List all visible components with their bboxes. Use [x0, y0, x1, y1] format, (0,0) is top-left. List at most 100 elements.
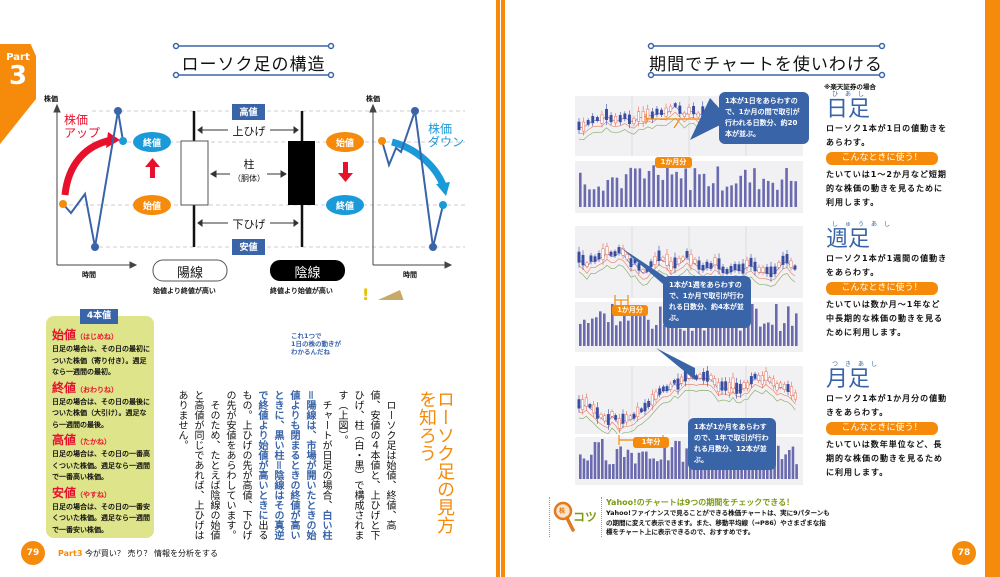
volume-bar — [659, 306, 662, 346]
volume-bar — [637, 452, 641, 479]
volume-bar — [604, 460, 608, 479]
candle — [669, 105, 673, 112]
axes — [53, 103, 453, 269]
volume-bar — [647, 319, 650, 346]
daily-section: ひあし 日足 ローソク1本が1日の値動きをあらわす。 こんなときに使う！ たいて… — [826, 91, 948, 207]
volume-bar — [643, 315, 646, 346]
volume-bar — [711, 183, 715, 207]
candle — [793, 265, 797, 270]
candle — [649, 261, 653, 268]
daily-callout: 1本が1日をあらわすので、1か月の間で取引が行われる日数分、約20本が並ぶ。 — [719, 92, 809, 144]
candle — [785, 254, 789, 264]
volume-bar — [607, 322, 610, 346]
candle — [654, 391, 658, 400]
volume-bar — [785, 167, 788, 207]
moving-average-line — [578, 264, 796, 287]
volume-bar — [591, 318, 594, 346]
down-arrow — [391, 138, 447, 187]
candle — [773, 266, 777, 275]
weekly-volume-chart — [575, 302, 803, 352]
volume-bar — [651, 328, 654, 346]
tip-badge: コツ — [573, 510, 598, 524]
volume-bar — [615, 449, 619, 479]
candle — [757, 374, 761, 381]
up-price-line — [62, 110, 124, 248]
candle — [660, 109, 663, 116]
candle — [680, 376, 684, 384]
four-values-title: 4本値 — [80, 309, 118, 324]
candle — [689, 254, 693, 266]
candle — [577, 121, 581, 131]
volume-bar — [751, 304, 754, 346]
volume-bar — [679, 328, 682, 346]
volume-bar — [611, 177, 614, 207]
volume-bar — [702, 173, 706, 207]
volume-bar — [763, 323, 766, 346]
candle — [694, 375, 698, 380]
volume-bar — [779, 330, 782, 346]
candle — [702, 372, 706, 381]
volume-bar — [711, 328, 714, 346]
volume-bar — [629, 167, 633, 207]
volume-bar — [744, 169, 747, 207]
candle — [599, 414, 603, 419]
candle — [742, 382, 746, 389]
section-heading: ローソク足の見方を知ろう — [416, 390, 455, 534]
body-sub-label: （胴体） — [233, 174, 265, 183]
volume-bar — [755, 461, 758, 479]
candle — [720, 381, 724, 391]
use-pill: こんなときに使う！ — [826, 422, 938, 435]
open-ellipse-left: 始値 — [142, 202, 161, 212]
candle — [705, 261, 709, 268]
lower-shadow-label: 下ひげ — [229, 216, 269, 232]
volume-bar — [753, 168, 756, 207]
volume-bar — [788, 450, 791, 479]
candle — [606, 414, 610, 425]
candle — [678, 105, 682, 114]
volume-bar — [583, 184, 587, 207]
candle — [641, 110, 645, 122]
candle — [609, 251, 613, 256]
volume-bar — [606, 179, 610, 207]
candle — [581, 254, 585, 266]
candle — [790, 386, 794, 396]
volume-bar — [670, 174, 674, 207]
volume-bar — [608, 464, 611, 479]
candle — [793, 392, 797, 400]
candle — [632, 413, 636, 419]
volume-bar — [624, 174, 628, 207]
volume-bar — [655, 325, 658, 346]
candle — [605, 246, 609, 255]
volume-bar — [783, 323, 786, 346]
body-text: ローソク足は始値、終値、高値、安値の４本値と、上ひげと下ひげ、柱（白・黒）で構成… — [176, 390, 395, 540]
volume-bar — [619, 321, 622, 346]
candle — [669, 383, 673, 390]
candle — [623, 113, 627, 120]
right-page-title: 期間でチャートを使いわける — [649, 55, 883, 75]
volume-bar — [739, 330, 742, 346]
candle — [685, 251, 689, 258]
volume-bar — [721, 190, 724, 207]
volume-bar — [715, 319, 718, 346]
volume-bar — [689, 190, 692, 207]
candle — [669, 261, 673, 271]
volume-bar — [691, 330, 694, 346]
candle — [753, 373, 757, 379]
candle — [577, 399, 581, 409]
candle — [613, 251, 617, 256]
volume-bar — [579, 172, 582, 207]
volume-bar — [675, 321, 678, 346]
candle — [591, 116, 595, 124]
left-page-title: ローソク足の構造 — [181, 55, 326, 75]
volume-bar — [743, 322, 746, 346]
volume-bar — [784, 454, 787, 479]
bearish-label: 陰線 — [294, 266, 321, 281]
volume-bar — [695, 326, 698, 346]
candle — [769, 266, 773, 278]
candle — [753, 261, 757, 272]
volume-bar — [631, 311, 634, 346]
candle — [697, 260, 701, 270]
volume-bar — [593, 441, 597, 479]
candle — [768, 377, 772, 383]
speech-text: これ1つで 1日の株の動きが わかるんだね — [291, 332, 342, 356]
